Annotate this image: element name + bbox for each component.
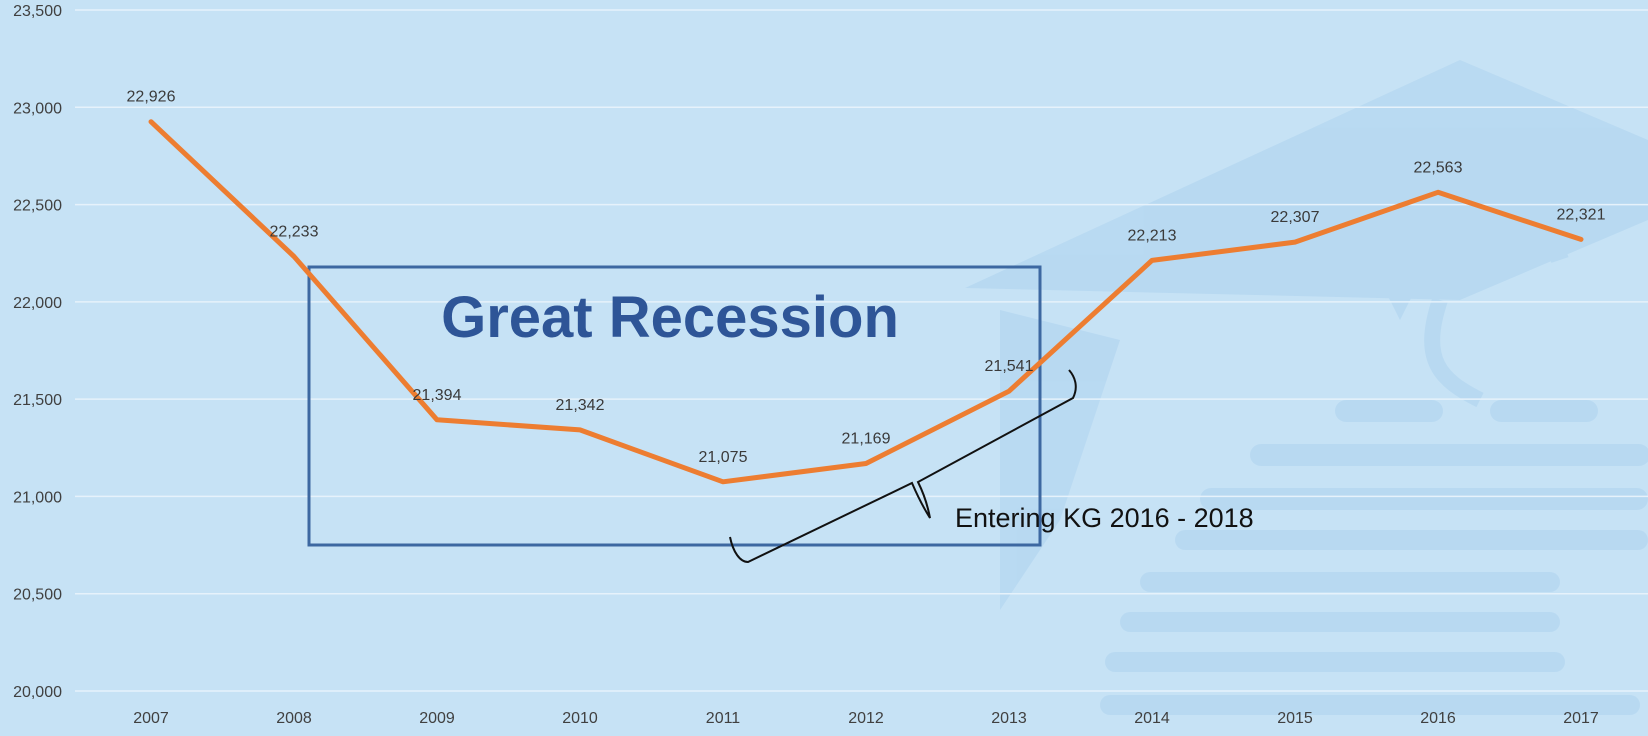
x-tick-label: 2015 <box>1277 710 1313 727</box>
data-label: 21,075 <box>699 449 748 466</box>
y-tick-label: 20,000 <box>13 684 62 701</box>
x-tick-label: 2007 <box>133 710 169 727</box>
brace-annotation-label: Entering KG 2016 - 2018 <box>955 503 1254 533</box>
data-label: 22,563 <box>1414 159 1463 176</box>
x-axis: 2007 2008 2009 2010 2011 2012 2013 2014 2015 2016… <box>133 710 1599 727</box>
x-tick-label: 2013 <box>991 710 1027 727</box>
series-line <box>148 119 1584 485</box>
x-tick-label: 2014 <box>1134 710 1170 727</box>
y-tick-label: 20,500 <box>13 587 62 604</box>
data-label: 21,342 <box>556 397 605 414</box>
data-label: 22,213 <box>1128 227 1177 244</box>
x-tick-label: 2009 <box>419 710 455 727</box>
recession-highlight-box <box>307 265 1042 547</box>
x-tick-label: 2017 <box>1563 710 1599 727</box>
data-label: 21,394 <box>413 387 462 404</box>
recession-box-label: Great Recession <box>441 285 899 350</box>
data-label: 22,307 <box>1271 209 1320 226</box>
data-label: 22,233 <box>270 224 319 241</box>
y-tick-label: 22,500 <box>13 198 62 215</box>
x-tick-label: 2012 <box>848 710 884 727</box>
y-tick-label: 21,500 <box>13 392 62 409</box>
x-tick-label: 2008 <box>276 710 312 727</box>
gridlines <box>75 9 1648 692</box>
x-tick-label: 2016 <box>1420 710 1456 727</box>
data-label: 21,541 <box>985 358 1034 375</box>
kindergarten-brace <box>729 369 1077 564</box>
data-labels: 22,926 22,233 21,394 21,342 21,075 21,169 21,5… <box>127 89 1606 466</box>
y-axis: 20,000 20,500 21,000 21,500 22,000 22,500 23,0… <box>13 3 62 701</box>
y-tick-label: 23,000 <box>13 100 62 117</box>
data-label: 22,926 <box>127 89 176 106</box>
data-label: 22,321 <box>1557 206 1606 223</box>
x-tick-label: 2011 <box>706 710 741 727</box>
x-tick-label: 2010 <box>562 710 598 727</box>
graduation-cap-watermark-icon <box>965 60 1648 715</box>
y-tick-label: 22,000 <box>13 295 62 312</box>
data-label: 21,169 <box>842 431 891 448</box>
y-tick-label: 23,500 <box>13 3 62 20</box>
y-tick-label: 21,000 <box>13 489 62 506</box>
